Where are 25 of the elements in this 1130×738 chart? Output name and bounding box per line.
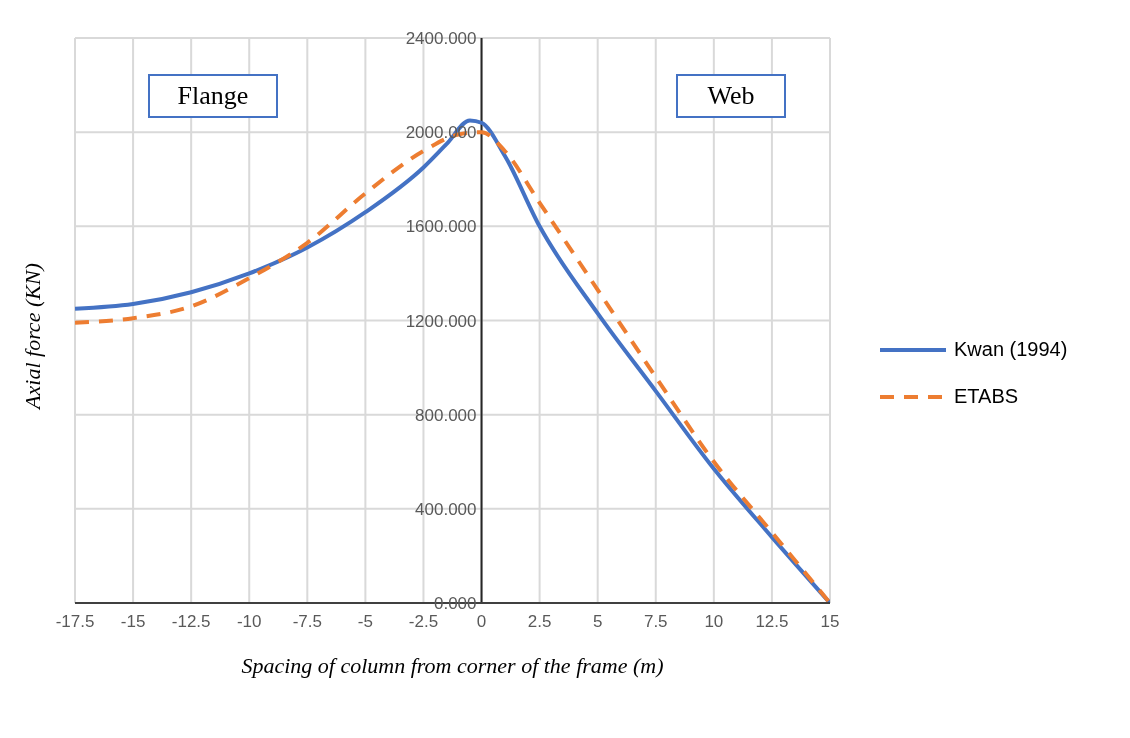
- legend-label: ETABS: [954, 385, 1019, 408]
- x-tick-label: -17.5: [55, 612, 95, 631]
- x-axis-title: Spacing of column from corner of the frame (m): [240, 653, 665, 679]
- x-tick-label: 2.5: [527, 612, 552, 631]
- y-axis-title: Axial force (KN): [20, 262, 46, 409]
- x-tick-label: 5: [592, 612, 603, 631]
- x-tick-label: -10: [236, 612, 262, 631]
- x-tick-label: -2.5: [408, 612, 439, 631]
- y-tick-label: 1600.000: [405, 217, 477, 237]
- x-tick-label: 15: [820, 612, 840, 631]
- y-tick-label: 800.000: [415, 405, 477, 425]
- x-tick-label: 7.5: [643, 612, 668, 631]
- x-tick-label: 12.5: [755, 612, 789, 631]
- x-tick-label: 0: [476, 612, 487, 631]
- x-tick-label: -12.5: [171, 612, 211, 631]
- y-tick-label: 400.000: [415, 499, 477, 519]
- y-tick-label: 1200.000: [405, 311, 477, 331]
- x-tick-label: -15: [120, 612, 146, 631]
- x-tick-label: 10: [704, 612, 724, 631]
- y-tick-label: 2400.000: [405, 29, 477, 48]
- x-tick-label: -5: [357, 612, 373, 631]
- annotation: Web: [676, 74, 786, 118]
- annotation: Flange: [148, 74, 278, 118]
- legend-label: Kwan (1994): [954, 338, 1068, 361]
- x-tick-label: -7.5: [292, 612, 322, 631]
